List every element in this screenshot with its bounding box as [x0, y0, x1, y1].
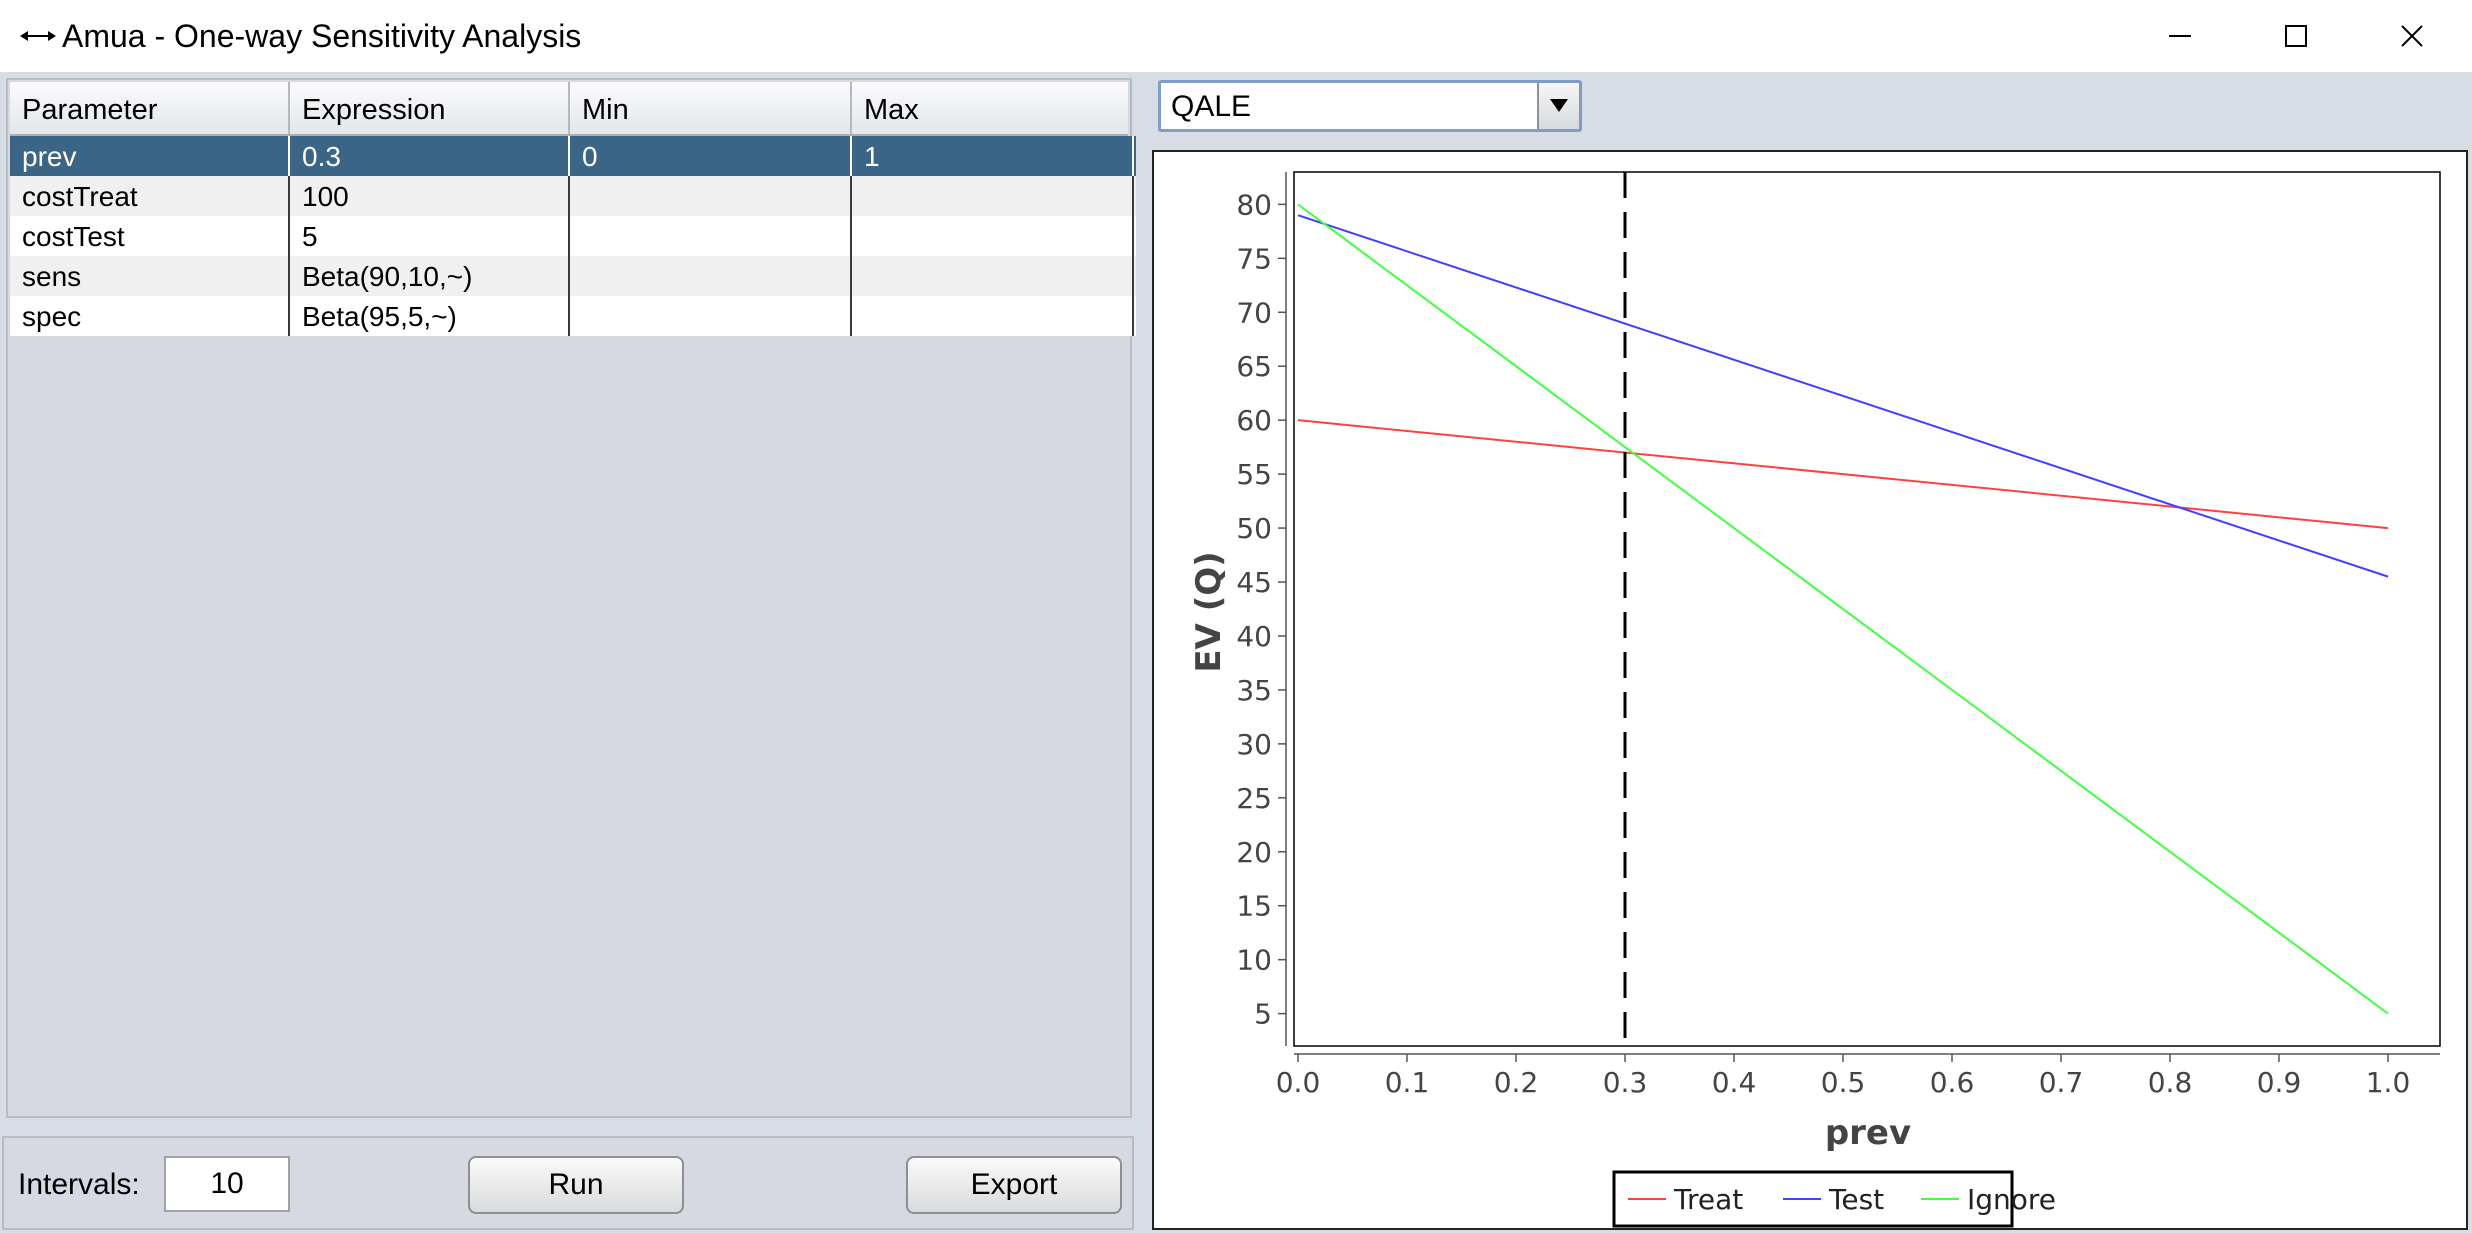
cell-max[interactable] — [852, 176, 1134, 216]
y-tick-label: 75 — [1236, 242, 1272, 275]
cell-min[interactable]: 0 — [570, 136, 852, 176]
cell-parameter[interactable]: prev — [10, 136, 290, 176]
series-line-treat — [1297, 419, 2389, 530]
run-controls: Intervals: 10 Run Export — [2, 1136, 1134, 1230]
table-row[interactable]: prev 0.3 0 1 — [10, 136, 1136, 176]
x-axis-label: prev — [1825, 1113, 1911, 1153]
column-header-min[interactable]: Min — [570, 82, 852, 134]
x-tick-label: 0.9 — [2257, 1066, 2302, 1099]
cell-max[interactable] — [852, 296, 1134, 336]
y-tick-label: 55 — [1236, 458, 1272, 491]
y-tick-label: 70 — [1236, 296, 1272, 329]
legend-label-treat: Treat — [1673, 1183, 1743, 1216]
outcome-dropdown[interactable]: QALE — [1158, 80, 1582, 132]
intervals-label: Intervals: — [18, 1168, 140, 1201]
y-tick-label: 40 — [1236, 620, 1272, 653]
maximize-icon — [2285, 25, 2307, 47]
series-line-ignore — [1297, 203, 2389, 1015]
x-tick-label: 0.8 — [2148, 1066, 2193, 1099]
cell-expression[interactable]: 0.3 — [290, 136, 570, 176]
table-header: Parameter Expression Min Max — [10, 82, 1132, 136]
close-icon — [2401, 25, 2423, 47]
cell-min[interactable] — [570, 296, 852, 336]
cell-min[interactable] — [570, 216, 852, 256]
column-header-max[interactable]: Max — [852, 82, 1132, 134]
dropdown-arrow-button[interactable] — [1537, 83, 1579, 129]
table-row[interactable]: costTreat 100 — [10, 176, 1136, 216]
outcome-dropdown-value: QALE — [1171, 90, 1252, 123]
legend-label-test: Test — [1828, 1183, 1884, 1216]
y-tick-label: 80 — [1236, 188, 1272, 221]
y-tick-label: 30 — [1236, 728, 1272, 761]
cell-max[interactable]: 1 — [852, 136, 1134, 176]
x-tick-label: 0.4 — [1712, 1066, 1757, 1099]
y-tick-label: 25 — [1236, 782, 1272, 815]
x-tick-label: 0.5 — [1821, 1066, 1866, 1099]
cell-max[interactable] — [852, 216, 1134, 256]
cell-parameter[interactable]: sens — [10, 256, 290, 296]
y-tick-label: 20 — [1236, 836, 1272, 869]
minimize-icon — [2169, 35, 2191, 37]
title-bar: Amua - One-way Sensitivity Analysis — [0, 0, 2472, 73]
sensitivity-chart: 5 10 15 20 25 30 35 40 45 50 55 60 65 70 75 80 0.0 0.1 0.… — [1152, 150, 2468, 1230]
y-tick-label: 5 — [1254, 998, 1272, 1031]
double-arrow-icon — [20, 31, 56, 41]
y-tick-label: 45 — [1236, 566, 1272, 599]
cell-min[interactable] — [570, 256, 852, 296]
cell-min[interactable] — [570, 176, 852, 216]
series-line-test — [1297, 214, 2389, 578]
x-tick-label: 0.1 — [1385, 1066, 1430, 1099]
y-tick-label: 35 — [1236, 674, 1272, 707]
table-row[interactable]: spec Beta(95,5,~) — [10, 296, 1136, 336]
minimize-button[interactable] — [2122, 0, 2238, 72]
run-button[interactable]: Run — [468, 1156, 684, 1214]
y-tick-label: 15 — [1236, 890, 1272, 923]
legend-label-ignore: Ignore — [1967, 1183, 2056, 1216]
y-tick-label: 50 — [1236, 512, 1272, 545]
y-axis-label: EV (Q) — [1189, 551, 1229, 672]
y-tick-label: 10 — [1236, 944, 1272, 977]
close-button[interactable] — [2354, 0, 2470, 72]
table-row[interactable]: sens Beta(90,10,~) — [10, 256, 1136, 296]
cell-expression[interactable]: 5 — [290, 216, 570, 256]
chart-legend: Treat Test Ignore — [1612, 1170, 2056, 1228]
y-tick-label: 60 — [1236, 404, 1272, 437]
x-axis: 0.0 0.1 0.2 0.3 0.4 0.5 0.6 0.7 0.8 0.9 1.0 — [1276, 1054, 2411, 1099]
x-tick-label: 1.0 — [2366, 1066, 2411, 1099]
x-tick-label: 0.6 — [1930, 1066, 1975, 1099]
y-axis: 5 10 15 20 25 30 35 40 45 50 55 60 65 70 75 80 — [1236, 188, 1286, 1031]
window-title: Amua - One-way Sensitivity Analysis — [62, 18, 582, 54]
maximize-button[interactable] — [2238, 0, 2354, 72]
export-button[interactable]: Export — [906, 1156, 1122, 1214]
cell-parameter[interactable]: spec — [10, 296, 290, 336]
cell-max[interactable] — [852, 256, 1134, 296]
cell-parameter[interactable]: costTreat — [10, 176, 290, 216]
cell-parameter[interactable]: costTest — [10, 216, 290, 256]
parameter-table: Parameter Expression Min Max prev 0.3 0 … — [6, 78, 1136, 1118]
x-tick-label: 0.2 — [1494, 1066, 1539, 1099]
cell-expression[interactable]: Beta(90,10,~) — [290, 256, 570, 296]
cell-expression[interactable]: Beta(95,5,~) — [290, 296, 570, 336]
series-lines — [1297, 203, 2389, 1015]
y-tick-label: 65 — [1236, 350, 1272, 383]
x-tick-label: 0.7 — [2039, 1066, 2084, 1099]
chevron-down-icon — [1550, 99, 1568, 112]
plot-area — [1293, 171, 2441, 1047]
x-tick-label: 0.3 — [1603, 1066, 1648, 1099]
table-row[interactable]: costTest 5 — [10, 216, 1136, 256]
intervals-input[interactable]: 10 — [164, 1156, 290, 1212]
column-header-expression[interactable]: Expression — [290, 82, 570, 134]
cell-expression[interactable]: 100 — [290, 176, 570, 216]
column-header-parameter[interactable]: Parameter — [10, 82, 290, 134]
x-tick-label: 0.0 — [1276, 1066, 1321, 1099]
